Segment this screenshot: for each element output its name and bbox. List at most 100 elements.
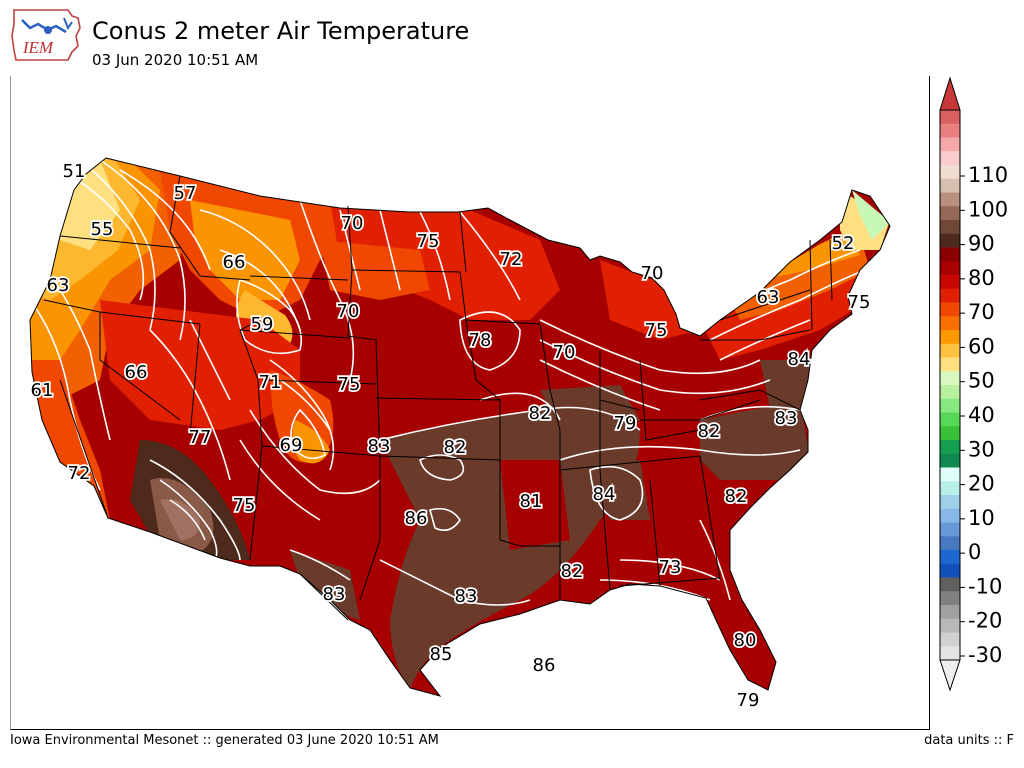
colorbar-tick-label: 60 xyxy=(968,334,995,358)
colorbar-tick-label: 110 xyxy=(968,163,1008,187)
iem-logo: IEM xyxy=(11,9,81,61)
station-label: 57 xyxy=(174,183,197,204)
colorbar-swatch xyxy=(940,247,960,262)
station-label: 84 xyxy=(788,349,811,370)
footer-units: data units :: F xyxy=(924,733,1014,748)
station-label: 83 xyxy=(775,408,798,429)
colorbar-tick-label: 20 xyxy=(968,472,995,496)
station-label: 66 xyxy=(125,362,148,383)
colorbar-swatch xyxy=(940,440,960,455)
colorbar-swatch xyxy=(940,495,960,510)
station-label: 69 xyxy=(280,435,303,456)
colorbar-tick-label: 50 xyxy=(968,369,995,393)
colorbar-swatch xyxy=(940,302,960,317)
station-label: 84 xyxy=(593,484,616,505)
station-label: 52 xyxy=(832,233,855,254)
colorbar-swatch xyxy=(940,522,960,537)
colorbar-swatch xyxy=(940,151,960,166)
station-label: 70 xyxy=(553,342,576,363)
colorbar-swatch xyxy=(940,357,960,372)
colorbar-swatch xyxy=(940,481,960,496)
colorbar-swatch xyxy=(940,385,960,400)
colorbar-swatch xyxy=(940,467,960,482)
station-label: 63 xyxy=(757,287,780,308)
colorbar-tick-label: -10 xyxy=(968,574,1002,598)
station-label: 59 xyxy=(251,314,274,335)
colorbar-swatch xyxy=(940,550,960,565)
colorbar-tick-label: 100 xyxy=(968,197,1008,221)
colorbar-tick-label: 40 xyxy=(968,403,995,427)
colorbar-swatch xyxy=(940,220,960,235)
station-label: 82 xyxy=(444,437,467,458)
colorbar-tick-label: 70 xyxy=(968,300,995,324)
station-label: 75 xyxy=(338,374,361,395)
station-label: 75 xyxy=(848,292,871,313)
colorbar-tick-label: 90 xyxy=(968,232,995,256)
colorbar-swatch xyxy=(940,192,960,207)
station-label: 61 xyxy=(31,380,54,401)
map-frame xyxy=(10,76,930,730)
colorbar-swatch xyxy=(940,536,960,551)
colorbar-swatch xyxy=(940,453,960,468)
colorbar-swatch xyxy=(940,261,960,276)
station-label: 83 xyxy=(368,436,391,457)
colorbar-swatch xyxy=(940,123,960,138)
colorbar-swatch xyxy=(940,275,960,290)
map-title: Conus 2 meter Air Temperature xyxy=(92,17,470,45)
colorbar-tick-label: 80 xyxy=(968,266,995,290)
station-label: 79 xyxy=(614,413,637,434)
station-label: 83 xyxy=(323,584,346,605)
station-label: 63 xyxy=(47,275,70,296)
map-timestamp: 03 Jun 2020 10:51 AM xyxy=(92,51,259,69)
station-label: 66 xyxy=(223,252,246,273)
station-label: 86 xyxy=(405,508,428,529)
colorbar-swatch xyxy=(940,343,960,358)
station-label: 83 xyxy=(455,586,478,607)
colorbar-swatch xyxy=(940,316,960,331)
colorbar-swatch xyxy=(940,233,960,248)
colorbar-tick-label: -30 xyxy=(968,643,1002,667)
colorbar-swatch xyxy=(940,165,960,180)
colorbar-swatch xyxy=(940,206,960,221)
colorbar-tick-label: -20 xyxy=(968,609,1002,633)
station-label: 86 xyxy=(533,655,556,676)
station-label: 81 xyxy=(520,491,543,512)
station-labels: 51 57 55 70 75 72 52 66 63 70 59 70 63 7… xyxy=(29,159,872,711)
colorbar-swatch xyxy=(940,577,960,592)
station-label: 82 xyxy=(529,403,552,424)
colorbar-swatch xyxy=(940,605,960,620)
station-label: 70 xyxy=(337,301,360,322)
colorbar-swatch xyxy=(940,646,960,661)
colorbar-swatch xyxy=(940,563,960,578)
colorbar-swatch xyxy=(940,591,960,606)
station-label: 75 xyxy=(233,495,256,516)
colorbar-swatch xyxy=(940,618,960,633)
colorbar-swatch xyxy=(940,330,960,345)
station-label: 77 xyxy=(189,427,212,448)
station-label: 78 xyxy=(469,330,492,351)
colorbar-tick-label: 0 xyxy=(968,540,981,564)
colorbar-swatch xyxy=(940,178,960,193)
colorbar-extend-bottom xyxy=(939,659,961,692)
station-label: 82 xyxy=(725,486,748,507)
station-label: 71 xyxy=(259,372,282,393)
station-label: 70 xyxy=(641,263,664,284)
colorbar-swatch xyxy=(940,371,960,386)
colorbar-swatch xyxy=(940,508,960,523)
station-label: 82 xyxy=(698,421,721,442)
station-label: 51 xyxy=(63,161,86,182)
station-label: 55 xyxy=(91,219,114,240)
logo-text: IEM xyxy=(22,38,54,57)
colorbar-swatch xyxy=(940,110,960,125)
station-label: 82 xyxy=(561,561,584,582)
station-label: 73 xyxy=(659,557,682,578)
colorbar-tick-label: 30 xyxy=(968,437,995,461)
isotherm-contours xyxy=(30,159,866,606)
station-label: 80 xyxy=(734,630,757,651)
colorbar-extend-top xyxy=(939,76,961,111)
colorbar-swatch xyxy=(940,137,960,152)
colorbar-swatch xyxy=(940,426,960,441)
state-boundaries xyxy=(29,157,891,697)
station-label: 85 xyxy=(430,644,453,665)
station-label: 70 xyxy=(341,213,364,234)
